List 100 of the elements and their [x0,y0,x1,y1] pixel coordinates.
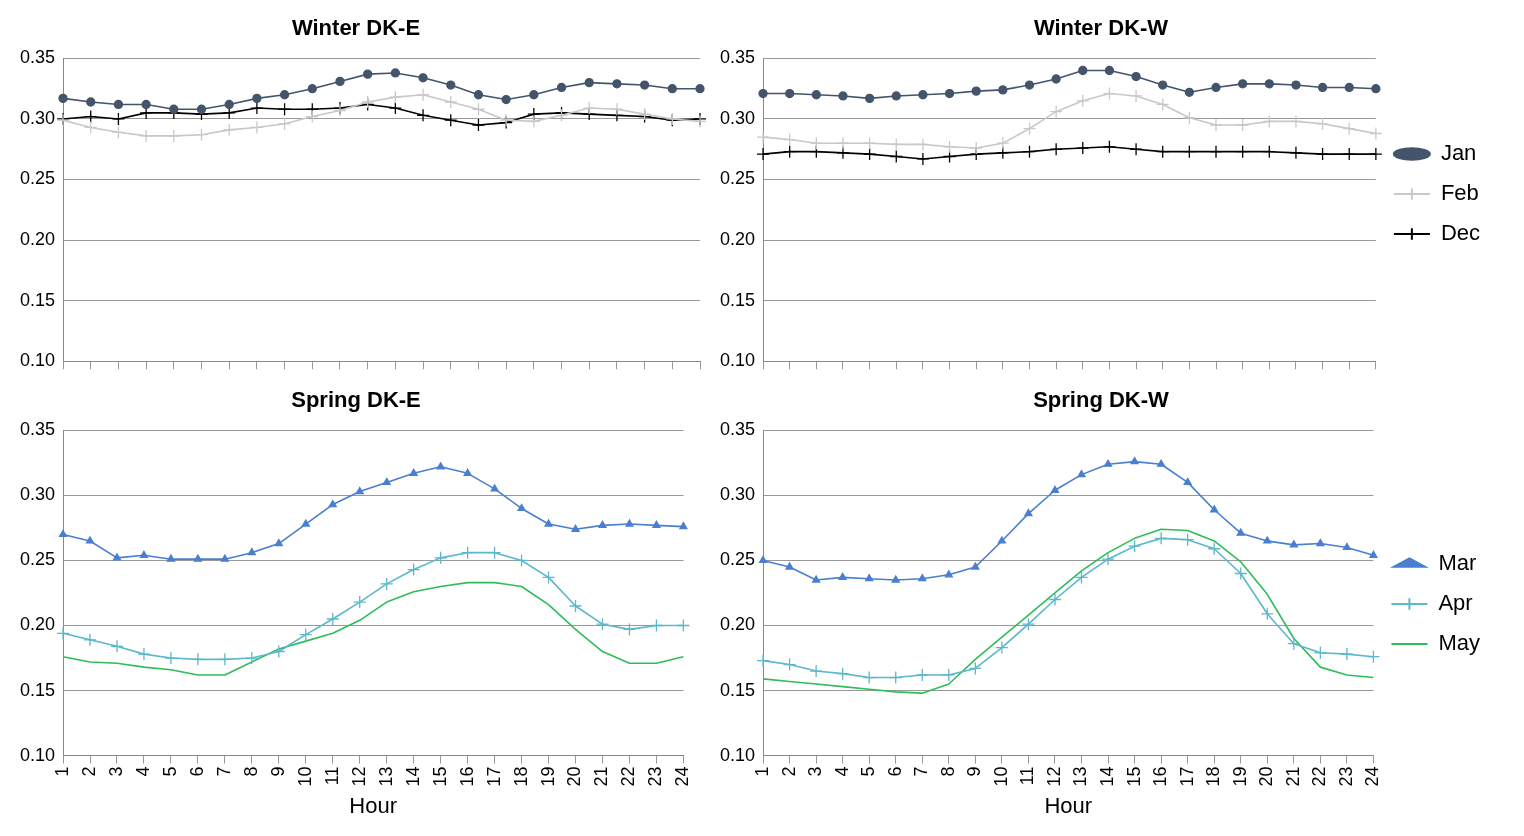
point [1022,122,1037,136]
y-tick-label: 0.10 [719,744,756,765]
point [434,551,448,565]
x-tick-label: 2 [78,766,99,777]
point [785,562,794,570]
point [568,599,583,613]
point [918,90,928,100]
point [756,147,770,161]
point [113,99,124,110]
point [971,86,981,96]
point [335,76,345,87]
point [193,554,203,562]
x-tick-label: 12 [348,766,369,787]
x-tick-label: 17 [483,766,504,787]
point [514,553,529,568]
point [998,85,1008,95]
x-tick-label: 1 [52,766,72,777]
point [390,68,401,78]
x-tick-label: 10 [990,766,1011,787]
point [196,104,207,114]
x-tick-label: 1 [752,766,772,777]
point [517,503,526,512]
point [782,657,797,672]
point [942,668,956,682]
point [1022,145,1037,159]
point [1050,485,1060,493]
point [164,651,178,665]
x-tick-label: 2 [778,766,799,777]
point [809,136,823,150]
point [695,84,705,94]
legend-label: May [1438,630,1480,656]
point [838,572,847,581]
point [380,577,394,591]
point [1077,469,1086,478]
x-tick-label: 21 [1282,766,1303,787]
x-tick-label: 11 [1017,766,1038,786]
x-tick-label: 24 [672,766,693,787]
point [836,666,850,681]
x-tick-label: 7 [911,766,932,777]
point [169,104,179,114]
point [1182,145,1197,159]
point [1048,592,1062,607]
point [444,113,458,127]
point [889,149,903,164]
point [58,529,68,538]
point [139,550,149,558]
point [407,562,421,577]
x-tick-label: 10 [294,766,315,787]
point [1156,145,1170,159]
point [111,112,126,126]
point [224,99,234,110]
point [1181,533,1195,547]
point [137,647,151,661]
point [1210,505,1219,513]
point [556,82,567,93]
point [141,99,151,110]
x-tick-label: 11 [321,766,342,786]
point [1289,540,1298,548]
point [756,653,770,668]
point [218,652,232,666]
point [1236,118,1250,132]
x-tick-label: 19 [537,766,558,787]
point [995,640,1009,655]
point [355,486,364,495]
y-tick-label: 0.25 [19,549,56,570]
point [915,668,929,682]
point [598,520,607,528]
point [756,130,770,144]
point [1287,637,1301,651]
x-tick-label: 18 [510,766,531,787]
y-tick-label: 0.30 [19,107,56,128]
chart-title: Spring DK-E [291,387,421,413]
y-tick-label: 0.25 [719,549,756,570]
y-tick-label: 0.30 [19,484,56,505]
point [916,137,930,152]
point [1183,477,1192,486]
point [1369,550,1378,558]
point [1369,147,1383,161]
point [997,536,1006,544]
point [584,77,594,88]
x-tick-label: 4 [132,766,153,777]
y-tick-label: 0.15 [19,289,56,310]
point [610,102,624,116]
x-tick-label: 5 [159,766,180,777]
point [1130,456,1139,465]
y-tick-label: 0.20 [19,229,56,250]
y-tick-label: 0.25 [19,168,56,189]
point [1129,89,1143,103]
point [652,520,661,528]
point [460,546,475,560]
point [1289,146,1303,160]
point [409,468,418,476]
point [649,618,664,633]
point [1101,552,1115,566]
point [191,652,205,666]
y-tick-label: 0.20 [719,614,756,635]
legend-label: Mar [1438,550,1477,576]
point [473,90,484,100]
point [86,97,96,107]
point [1263,536,1272,544]
